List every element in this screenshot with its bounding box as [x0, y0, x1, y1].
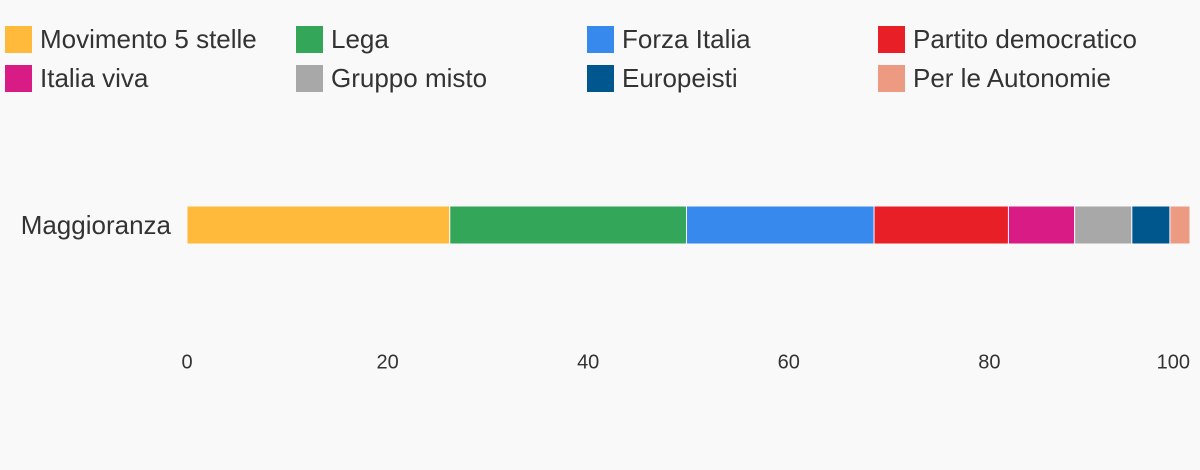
- legend-swatch: [5, 65, 32, 92]
- legend-swatch: [587, 65, 614, 92]
- x-tick-label: 100: [1157, 351, 1190, 373]
- bar-segment: [1169, 205, 1191, 245]
- bar-segment: [449, 205, 687, 245]
- legend-label: Movimento 5 stelle: [40, 24, 257, 54]
- legend-swatch: [296, 26, 323, 53]
- legend-label: Forza Italia: [622, 24, 751, 54]
- legend-swatch: [878, 26, 905, 53]
- bar-segment: [1131, 205, 1171, 245]
- legend-swatch: [296, 65, 323, 92]
- bar-segment: [685, 205, 875, 245]
- x-tick-label: 40: [577, 351, 599, 373]
- legend-label: Europeisti: [622, 63, 738, 93]
- legend-label: Per le Autonomie: [913, 63, 1111, 93]
- bar-segment: [1007, 205, 1076, 245]
- legend-label: Gruppo misto: [331, 63, 487, 93]
- x-tick-label: 80: [978, 351, 1000, 373]
- y-tick-label: Maggioranza: [21, 210, 172, 240]
- x-tick-label: 0: [181, 351, 192, 373]
- legend-swatch: [5, 26, 32, 53]
- legend-swatch: [587, 26, 614, 53]
- legend-label: Italia viva: [40, 63, 149, 93]
- legend-swatch: [878, 65, 905, 92]
- x-tick-label: 20: [376, 351, 398, 373]
- legend-label: Lega: [331, 24, 389, 54]
- bar-segment: [186, 205, 451, 245]
- legend-label: Partito democratico: [913, 24, 1137, 54]
- x-tick-label: 60: [778, 351, 800, 373]
- bar-segment: [1074, 205, 1133, 245]
- bar-segment: [873, 205, 1009, 245]
